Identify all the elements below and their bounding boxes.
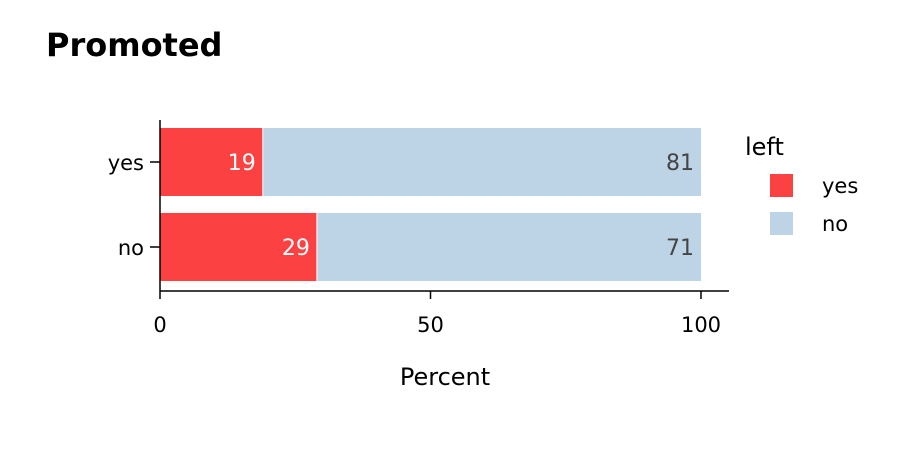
bars-group bbox=[160, 128, 701, 281]
bar-label-no-no: 71 bbox=[666, 236, 694, 261]
y-ticks-group: yes no bbox=[108, 151, 160, 260]
y-tick-label-yes: yes bbox=[108, 151, 144, 175]
bar-yes-no bbox=[262, 128, 701, 196]
bar-no-no bbox=[316, 213, 701, 281]
bar-labels-group: 19 81 29 71 bbox=[228, 151, 694, 261]
legend-swatch-yes bbox=[770, 174, 793, 197]
legend-swatch-no bbox=[770, 212, 793, 235]
y-tick-label-no: no bbox=[118, 236, 144, 260]
legend-items: yes no bbox=[770, 174, 858, 236]
bar-label-yes-no: 81 bbox=[666, 151, 694, 176]
legend-title: left bbox=[745, 133, 784, 161]
legend-label-yes: yes bbox=[822, 174, 858, 198]
x-tick-label: 100 bbox=[681, 313, 721, 337]
bar-no-yes bbox=[160, 213, 317, 281]
x-tick-label: 50 bbox=[417, 313, 444, 337]
bar-yes-yes bbox=[160, 128, 263, 196]
x-ticks-group: 0 50 100 bbox=[153, 291, 721, 337]
legend: left yes no bbox=[745, 133, 858, 236]
x-tick-label: 0 bbox=[153, 313, 166, 337]
x-axis-label: Percent bbox=[400, 363, 490, 391]
bar-label-no-yes: 29 bbox=[282, 236, 310, 261]
axes-group bbox=[159, 120, 729, 292]
chart-title: Promoted bbox=[46, 26, 223, 64]
bar-label-yes-yes: 19 bbox=[228, 151, 256, 176]
legend-label-no: no bbox=[822, 212, 848, 236]
